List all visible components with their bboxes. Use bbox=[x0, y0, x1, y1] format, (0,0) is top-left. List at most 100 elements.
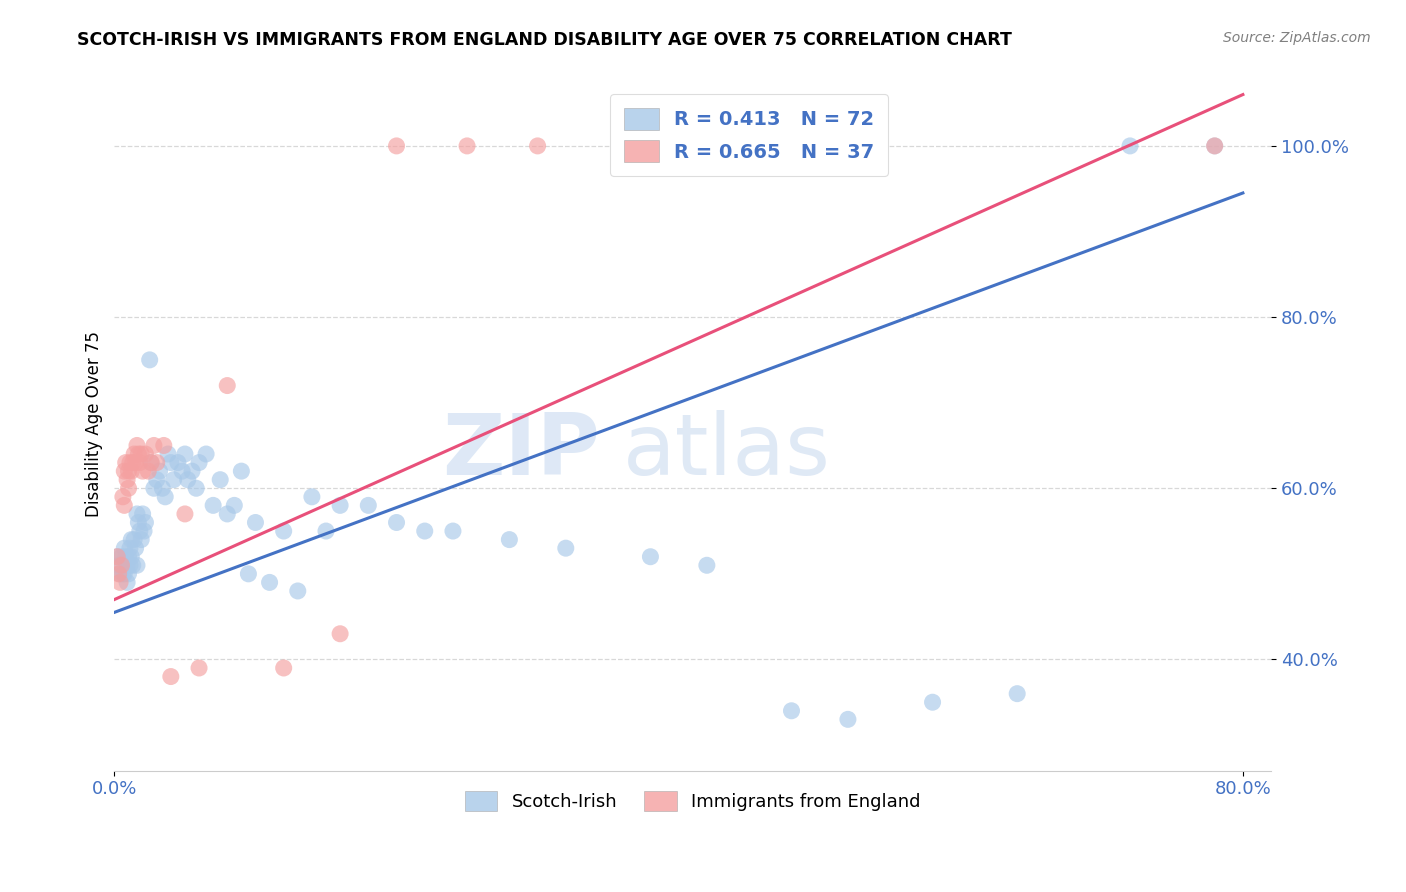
Point bbox=[921, 695, 943, 709]
Point bbox=[837, 712, 859, 726]
Point bbox=[217, 378, 239, 392]
Point bbox=[329, 499, 352, 513]
Point bbox=[696, 558, 718, 573]
Point bbox=[385, 516, 408, 530]
Point bbox=[134, 516, 156, 530]
Point bbox=[125, 507, 148, 521]
Point bbox=[111, 566, 134, 581]
Point bbox=[124, 456, 146, 470]
Point bbox=[122, 447, 145, 461]
Point bbox=[153, 490, 176, 504]
Point bbox=[117, 481, 139, 495]
Point bbox=[105, 549, 128, 564]
Point bbox=[127, 516, 149, 530]
Point bbox=[142, 438, 165, 452]
Point bbox=[120, 533, 142, 547]
Point bbox=[554, 541, 576, 556]
Point bbox=[245, 516, 267, 530]
Point bbox=[112, 566, 135, 581]
Point bbox=[315, 524, 337, 538]
Point bbox=[139, 456, 162, 470]
Legend: Scotch-Irish, Immigrants from England: Scotch-Irish, Immigrants from England bbox=[453, 778, 934, 824]
Point bbox=[177, 473, 200, 487]
Point bbox=[526, 139, 548, 153]
Point bbox=[163, 473, 186, 487]
Point bbox=[110, 549, 132, 564]
Point bbox=[174, 447, 197, 461]
Point bbox=[118, 558, 141, 573]
Point bbox=[129, 447, 152, 461]
Point bbox=[172, 464, 194, 478]
Point bbox=[120, 464, 142, 478]
Point bbox=[110, 558, 132, 573]
Point bbox=[120, 549, 142, 564]
Point bbox=[167, 456, 190, 470]
Point bbox=[202, 499, 225, 513]
Point bbox=[181, 464, 204, 478]
Point bbox=[118, 541, 141, 556]
Text: Source: ZipAtlas.com: Source: ZipAtlas.com bbox=[1223, 31, 1371, 45]
Point bbox=[259, 575, 281, 590]
Point bbox=[117, 464, 139, 478]
Point bbox=[238, 566, 260, 581]
Point bbox=[287, 584, 309, 599]
Point bbox=[1119, 139, 1142, 153]
Point bbox=[231, 464, 253, 478]
Point bbox=[1204, 139, 1226, 153]
Text: SCOTCH-IRISH VS IMMIGRANTS FROM ENGLAND DISABILITY AGE OVER 75 CORRELATION CHART: SCOTCH-IRISH VS IMMIGRANTS FROM ENGLAND … bbox=[77, 31, 1012, 49]
Point bbox=[112, 541, 135, 556]
Point bbox=[112, 464, 135, 478]
Point bbox=[174, 507, 197, 521]
Point bbox=[117, 566, 139, 581]
Point bbox=[128, 456, 150, 470]
Point bbox=[112, 499, 135, 513]
Point bbox=[138, 352, 160, 367]
Point bbox=[150, 481, 173, 495]
Point bbox=[145, 456, 167, 470]
Point bbox=[125, 438, 148, 452]
Point bbox=[134, 447, 156, 461]
Point bbox=[139, 456, 162, 470]
Point bbox=[209, 473, 232, 487]
Point bbox=[108, 575, 131, 590]
Point bbox=[413, 524, 436, 538]
Text: atlas: atlas bbox=[623, 410, 831, 493]
Point bbox=[195, 447, 218, 461]
Point bbox=[273, 524, 295, 538]
Point bbox=[640, 549, 662, 564]
Point bbox=[780, 704, 803, 718]
Point bbox=[1204, 139, 1226, 153]
Point bbox=[111, 490, 134, 504]
Point bbox=[301, 490, 323, 504]
Point bbox=[115, 558, 138, 573]
Point bbox=[105, 549, 128, 564]
Point bbox=[129, 533, 152, 547]
Y-axis label: Disability Age Over 75: Disability Age Over 75 bbox=[86, 331, 103, 517]
Point bbox=[108, 566, 131, 581]
Point bbox=[107, 566, 129, 581]
Point bbox=[273, 661, 295, 675]
Point bbox=[148, 464, 170, 478]
Text: ZIP: ZIP bbox=[443, 410, 600, 493]
Point bbox=[186, 481, 208, 495]
Point bbox=[131, 507, 153, 521]
Point bbox=[122, 533, 145, 547]
Point bbox=[128, 524, 150, 538]
Point bbox=[132, 524, 155, 538]
Point bbox=[217, 507, 239, 521]
Point bbox=[145, 473, 167, 487]
Point bbox=[118, 456, 141, 470]
Point bbox=[125, 558, 148, 573]
Point bbox=[107, 558, 129, 573]
Point bbox=[1005, 687, 1028, 701]
Point bbox=[160, 669, 183, 683]
Point bbox=[329, 626, 352, 640]
Point bbox=[224, 499, 246, 513]
Point bbox=[127, 447, 149, 461]
Point bbox=[152, 438, 174, 452]
Point bbox=[115, 575, 138, 590]
Point bbox=[188, 456, 211, 470]
Point bbox=[160, 456, 183, 470]
Point bbox=[456, 139, 478, 153]
Point bbox=[498, 533, 520, 547]
